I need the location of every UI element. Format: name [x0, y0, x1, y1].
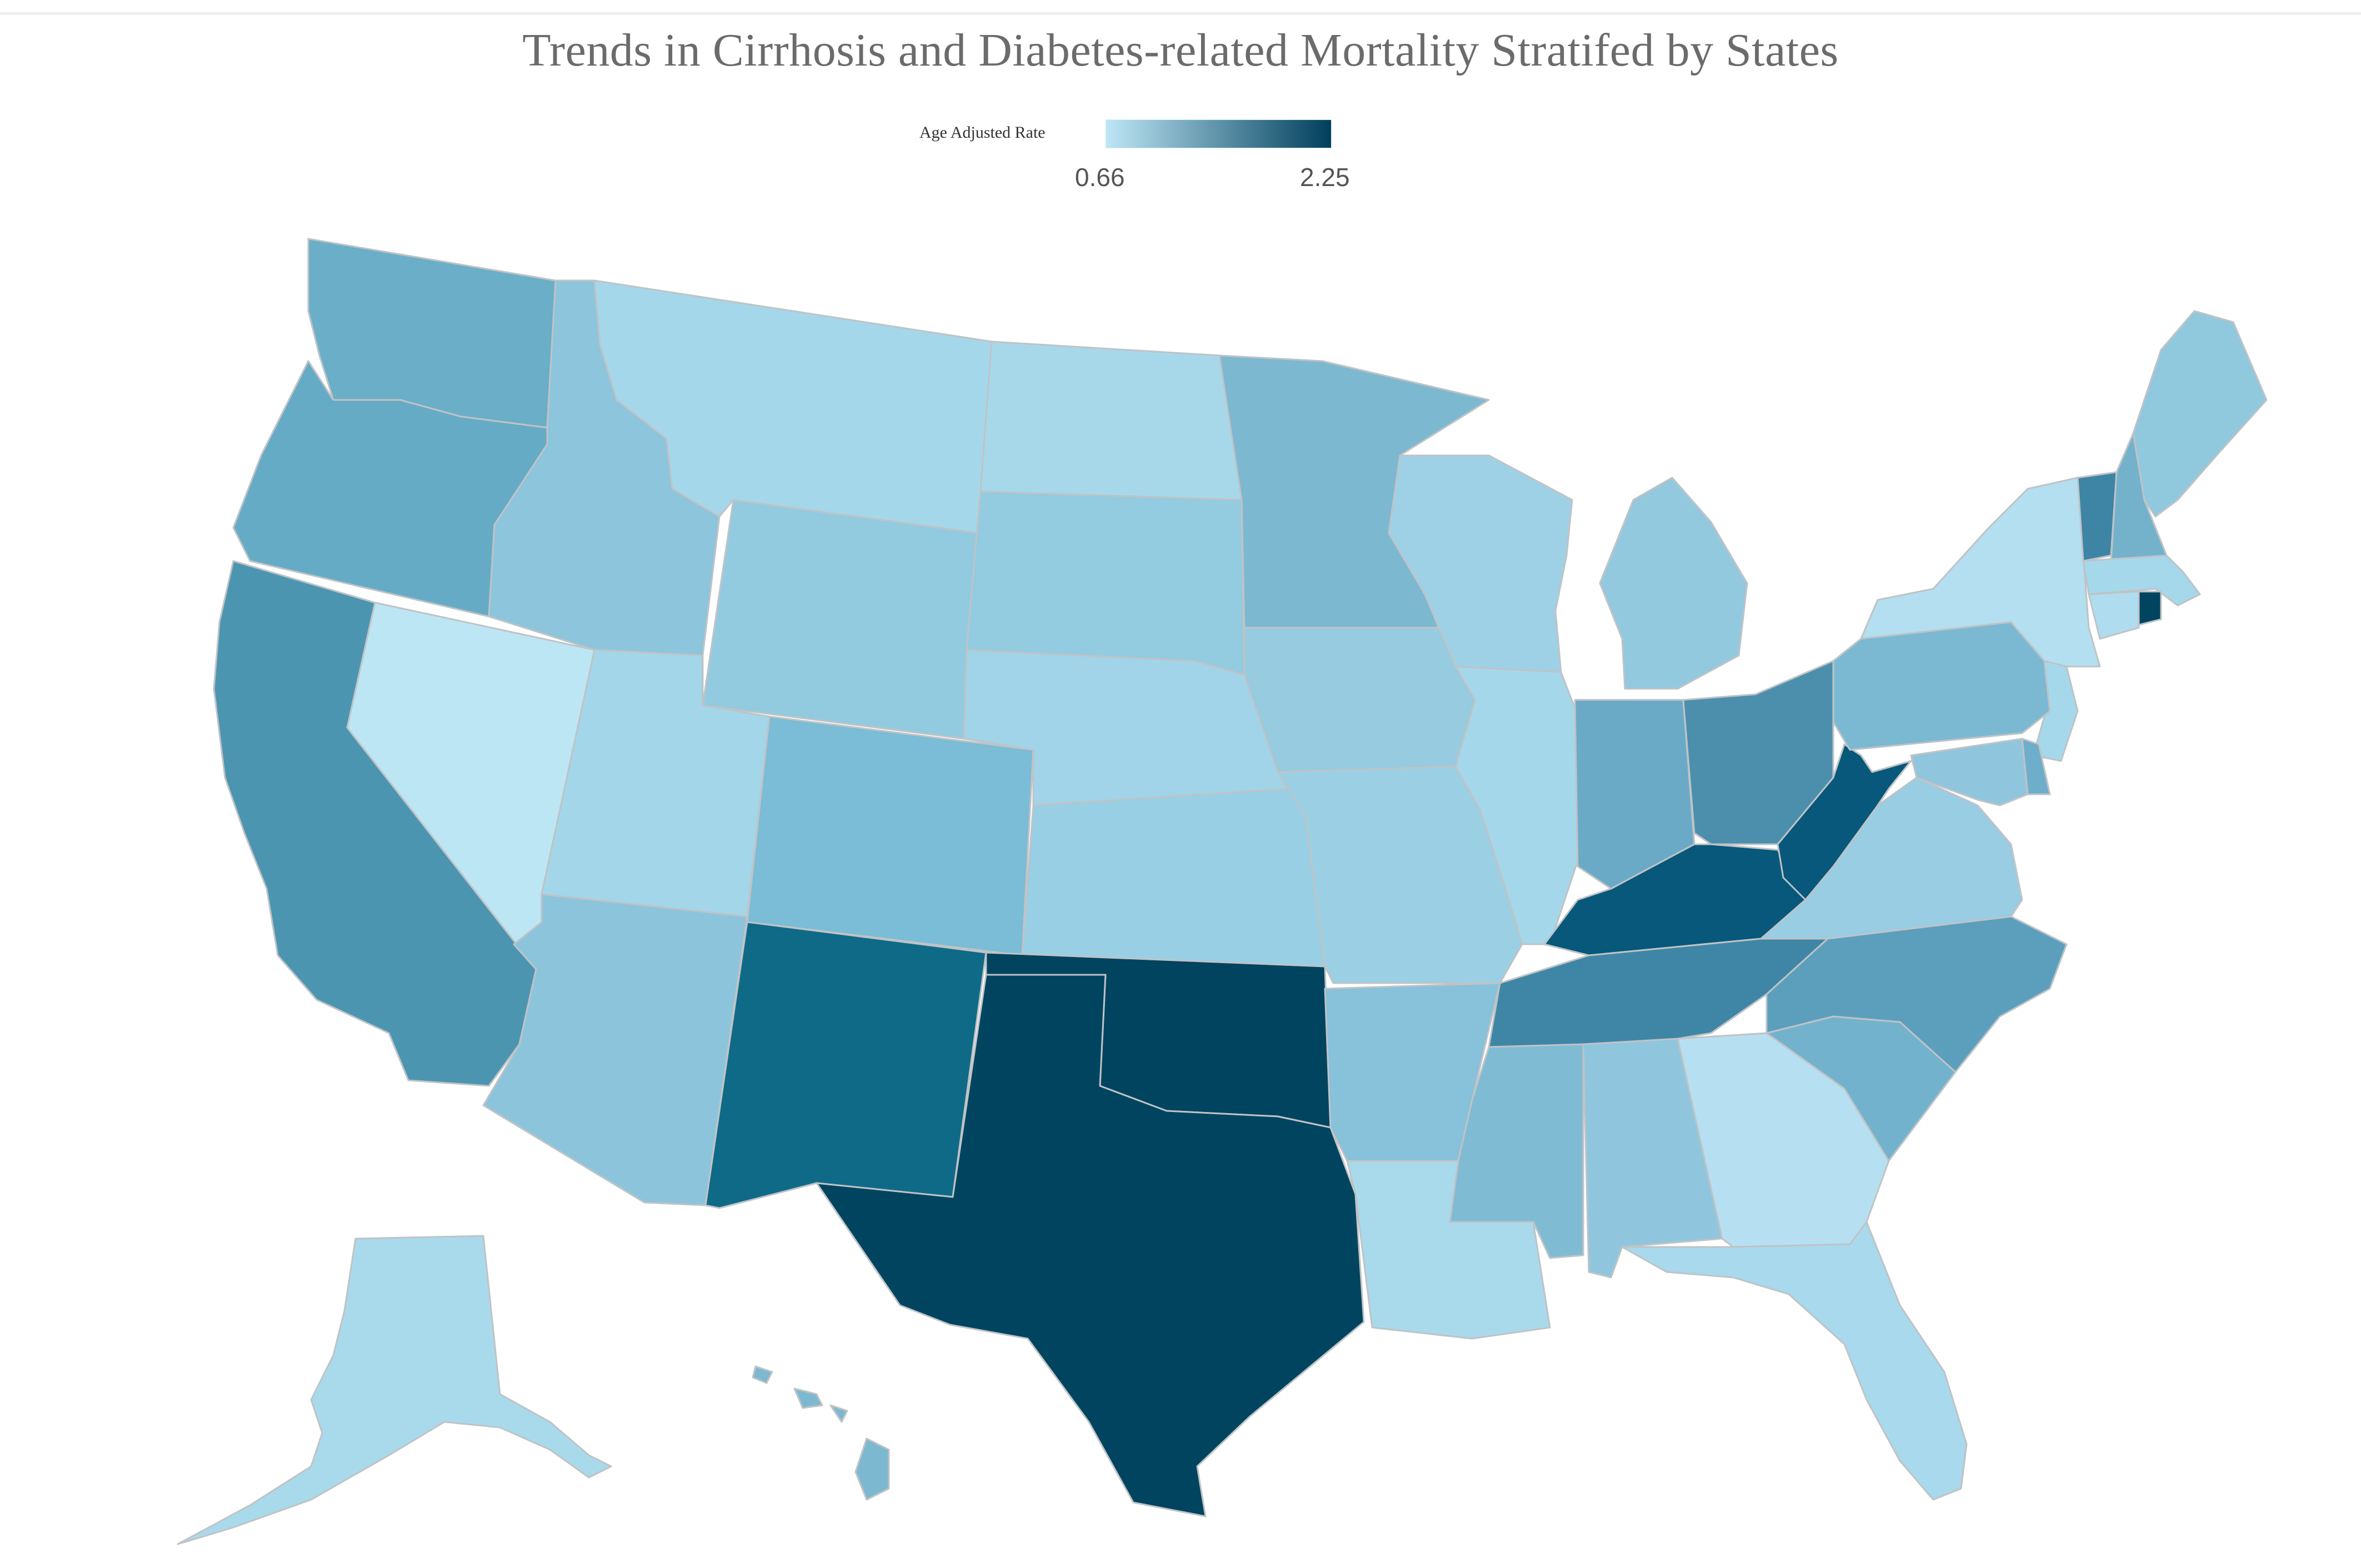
legend-min-label: 0.66	[1075, 163, 1125, 192]
state-texas[interactable]	[816, 974, 1365, 1517]
state-illinois[interactable]	[1454, 665, 1579, 945]
state-new-jersey[interactable]	[2032, 660, 2079, 762]
state-new-hampshire[interactable]	[2110, 432, 2168, 562]
state-west-virginia[interactable]	[1777, 743, 1912, 901]
top-divider	[0, 12, 2361, 15]
state-rhode-island[interactable]	[2138, 590, 2162, 626]
state-michigan[interactable]	[1599, 477, 1748, 690]
state-arizona[interactable]	[482, 893, 748, 1206]
map-title: Trends in Cirrhosis and Diabetes-related…	[522, 24, 1839, 76]
state-new-mexico[interactable]	[704, 921, 987, 1209]
state-connecticut[interactable]	[2088, 590, 2140, 640]
state-north-dakota[interactable]	[979, 340, 1243, 501]
state-wyoming[interactable]	[702, 499, 982, 740]
state-hawaii-islands[interactable]	[752, 1365, 848, 1423]
state-kansas[interactable]	[1021, 788, 1326, 968]
state-mississippi[interactable]	[1449, 1043, 1584, 1259]
state-vermont[interactable]	[2077, 471, 2118, 562]
state-iowa[interactable]	[1243, 627, 1476, 773]
state-hawaii[interactable]	[854, 1437, 890, 1501]
legend-max-label: 2.25	[1300, 163, 1350, 192]
state-florida[interactable]	[1621, 1221, 1968, 1501]
state-colorado[interactable]	[746, 715, 1034, 956]
state-alaska[interactable]	[177, 1235, 612, 1545]
state-pennsylvania[interactable]	[1832, 621, 2051, 751]
state-maine[interactable]	[2132, 310, 2268, 518]
state-south-dakota[interactable]	[966, 490, 1245, 676]
legend-title: Age Adjusted Rate	[919, 123, 1046, 142]
state-maryland[interactable]	[1910, 738, 2029, 806]
legend-color-scale	[1106, 119, 1332, 148]
